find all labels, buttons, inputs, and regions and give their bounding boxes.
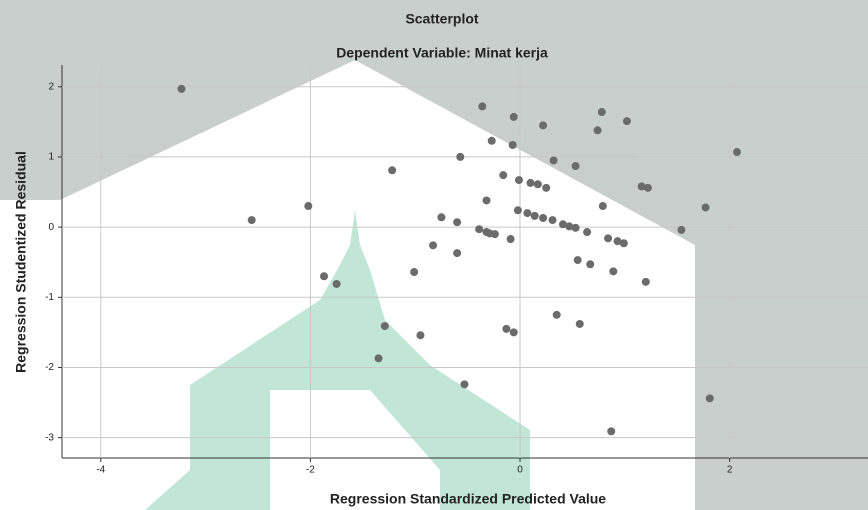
scatter-point: [381, 322, 389, 330]
scatter-point: [320, 272, 328, 280]
y-tick-label: -1: [45, 292, 54, 303]
scatter-point: [523, 209, 531, 217]
scatter-point: [594, 126, 602, 134]
scatter-point: [572, 224, 580, 232]
scatter-point: [410, 268, 418, 276]
y-tick-label: -2: [45, 362, 54, 373]
x-tick-label: -4: [96, 465, 105, 476]
scatter-point: [177, 85, 185, 93]
scatter-point: [574, 256, 582, 264]
scatter-point: [507, 235, 515, 243]
watermark: [0, 0, 868, 510]
scatter-point: [642, 278, 650, 286]
scatter-point: [460, 380, 468, 388]
x-tick-label: -2: [306, 465, 315, 476]
x-tick-label: 2: [727, 465, 733, 476]
scatter-point: [304, 202, 312, 210]
x-axis-title: Regression Standardized Predicted Value: [330, 491, 606, 507]
scatter-point: [488, 137, 496, 145]
chart-title: Scatterplot: [405, 11, 478, 27]
y-tick-label: 1: [48, 152, 54, 163]
scatter-point: [510, 328, 518, 336]
scatter-point: [429, 241, 437, 249]
scatter-point: [550, 156, 558, 164]
scatter-point: [553, 311, 561, 319]
scatter-point: [576, 320, 584, 328]
scatter-point: [333, 280, 341, 288]
scatter-point: [478, 102, 486, 110]
scatter-point: [609, 267, 617, 275]
scatter-point: [702, 203, 710, 211]
scatter-point: [677, 226, 685, 234]
scatter-point: [599, 202, 607, 210]
scatter-point: [598, 108, 606, 116]
scatter-point: [475, 225, 483, 233]
scatter-point: [620, 239, 628, 247]
scatter-point: [539, 121, 547, 129]
scatter-point: [510, 113, 518, 121]
scatter-point: [514, 206, 522, 214]
scatter-point: [623, 117, 631, 125]
scatter-point: [586, 260, 594, 268]
scatter-point: [534, 180, 542, 188]
scatter-point: [416, 331, 424, 339]
scatter-point: [456, 153, 464, 161]
y-tick-label: 2: [48, 81, 54, 92]
scatter-point: [437, 213, 445, 221]
scatter-point: [706, 394, 714, 402]
scatter-point: [248, 216, 256, 224]
scatter-point: [509, 141, 517, 149]
y-tick-label: 0: [48, 222, 54, 233]
chart-subtitle: Dependent Variable: Minat kerja: [336, 45, 548, 61]
scatter-point: [388, 166, 396, 174]
scatter-point: [549, 216, 557, 224]
scatter-point: [453, 249, 461, 257]
scatter-point: [539, 214, 547, 222]
scatter-point: [499, 171, 507, 179]
scatter-point: [453, 218, 461, 226]
scatter-point: [375, 354, 383, 362]
chart: Scatterplot Dependent Variable: Minat ke…: [0, 0, 868, 510]
scatter-point: [542, 184, 550, 192]
y-axis-title: Regression Studentized Residual: [13, 151, 29, 373]
scatter-point: [583, 228, 591, 236]
scatter-point: [502, 325, 510, 333]
scatter-point: [572, 162, 580, 170]
scatter-point: [733, 148, 741, 156]
scatter-point: [482, 196, 490, 204]
y-tick-label: -3: [45, 432, 54, 443]
x-tick-label: 0: [517, 465, 523, 476]
watermark-green: [145, 210, 530, 510]
scatter-point: [527, 179, 535, 187]
scatter-point: [491, 230, 499, 238]
scatter-point: [644, 184, 652, 192]
scatter-point: [607, 427, 615, 435]
scatter-point: [515, 176, 523, 184]
scatter-point: [604, 234, 612, 242]
scatter-point: [531, 212, 539, 220]
